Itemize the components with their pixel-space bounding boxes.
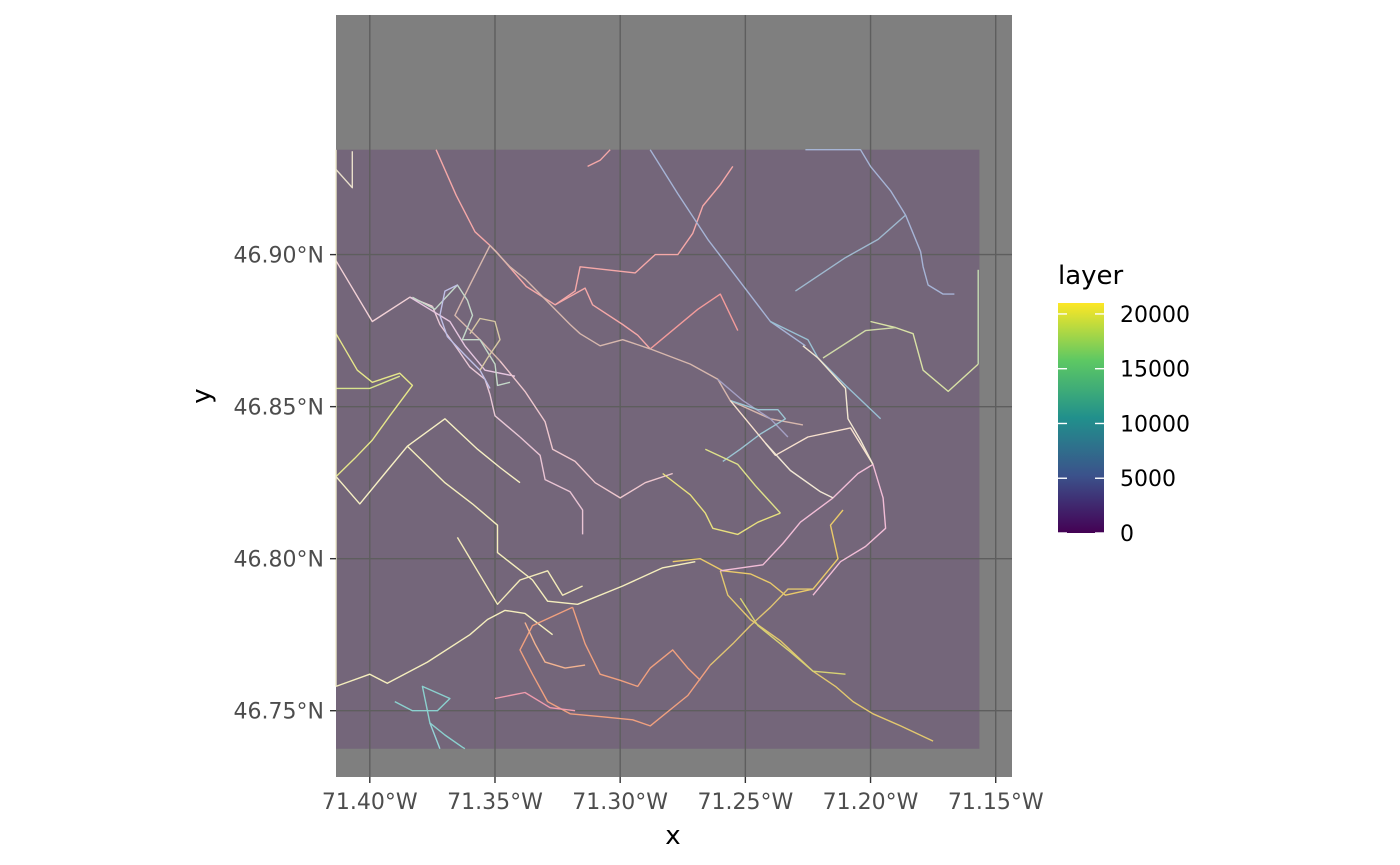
raster-extent xyxy=(336,149,980,749)
region-boundary xyxy=(720,463,874,572)
x-tick-label: 71.25°W xyxy=(697,790,793,815)
region-boundary xyxy=(335,333,414,478)
region-boundary xyxy=(335,418,521,505)
region-boundary xyxy=(662,472,781,536)
region-boundary xyxy=(554,166,734,306)
region-boundary xyxy=(812,464,887,596)
region-boundary xyxy=(336,375,401,390)
region-boundary xyxy=(729,400,874,465)
region-boundary xyxy=(870,320,979,393)
region-boundary xyxy=(499,360,673,499)
region-boundary xyxy=(454,245,501,362)
region-boundary xyxy=(795,214,907,292)
grid-lines xyxy=(336,15,1012,777)
x-tick-label: 71.30°W xyxy=(572,790,668,815)
legend: layer 0 5000 10000 15000 20000 xyxy=(1058,261,1190,547)
region-boundary xyxy=(709,588,813,666)
region-boundary xyxy=(802,345,874,465)
legend-break-label: 5000 xyxy=(1120,467,1176,492)
region-boundary xyxy=(822,326,896,359)
y-tick-label: 46.90°N xyxy=(234,244,324,269)
legend-break-label: 20000 xyxy=(1120,303,1190,328)
region-boundary xyxy=(412,284,511,387)
region-boundary xyxy=(456,537,583,605)
region-boundary xyxy=(705,448,781,514)
region-boundary xyxy=(394,685,466,750)
region-boundary xyxy=(429,722,441,749)
x-axis-title: x xyxy=(665,821,680,851)
legend-ticks: 0 5000 10000 15000 20000 xyxy=(1058,303,1190,547)
region-boundary xyxy=(335,609,554,688)
legend-title: layer xyxy=(1058,261,1124,291)
region-boundary xyxy=(571,607,701,688)
region-boundary xyxy=(739,597,846,675)
region-boundary xyxy=(469,317,501,371)
region-boundary xyxy=(524,622,586,669)
legend-break-label: 15000 xyxy=(1120,358,1190,383)
region-boundary xyxy=(587,149,611,168)
region-boundary xyxy=(519,436,584,535)
x-axis: 71.40°W 71.35°W 71.30°W 71.25°W 71.20°W 71.15… xyxy=(322,777,1044,815)
y-tick-label: 46.85°N xyxy=(234,396,324,421)
region-boundary xyxy=(519,606,711,727)
region-boundary xyxy=(764,442,834,499)
region-boundary xyxy=(722,399,787,462)
y-tick-label: 46.75°N xyxy=(234,700,324,725)
x-tick-label: 71.20°W xyxy=(823,790,919,815)
legend-colorbar xyxy=(1058,303,1104,533)
y-axis-title: y xyxy=(187,388,217,403)
region-boundary xyxy=(719,570,934,742)
region-boundary xyxy=(649,293,739,350)
y-tick-label: 46.80°N xyxy=(234,548,324,573)
region-boundary xyxy=(431,306,521,438)
x-tick-label: 71.15°W xyxy=(948,790,1044,815)
y-axis: 46.75°N 46.80°N 46.85°N 46.90°N xyxy=(234,244,336,725)
region-boundary xyxy=(335,151,353,189)
region-boundary xyxy=(672,509,844,596)
x-tick-label: 71.35°W xyxy=(447,790,543,815)
x-tick-label: 71.40°W xyxy=(322,790,418,815)
region-boundary xyxy=(649,149,806,347)
region-boundary xyxy=(409,296,516,377)
legend-break-label: 10000 xyxy=(1120,412,1190,437)
legend-break-label: 0 xyxy=(1120,522,1134,547)
region-boundaries xyxy=(335,148,979,750)
region-boundary xyxy=(805,148,955,295)
region-boundary xyxy=(494,691,576,712)
region-boundary xyxy=(406,445,696,605)
